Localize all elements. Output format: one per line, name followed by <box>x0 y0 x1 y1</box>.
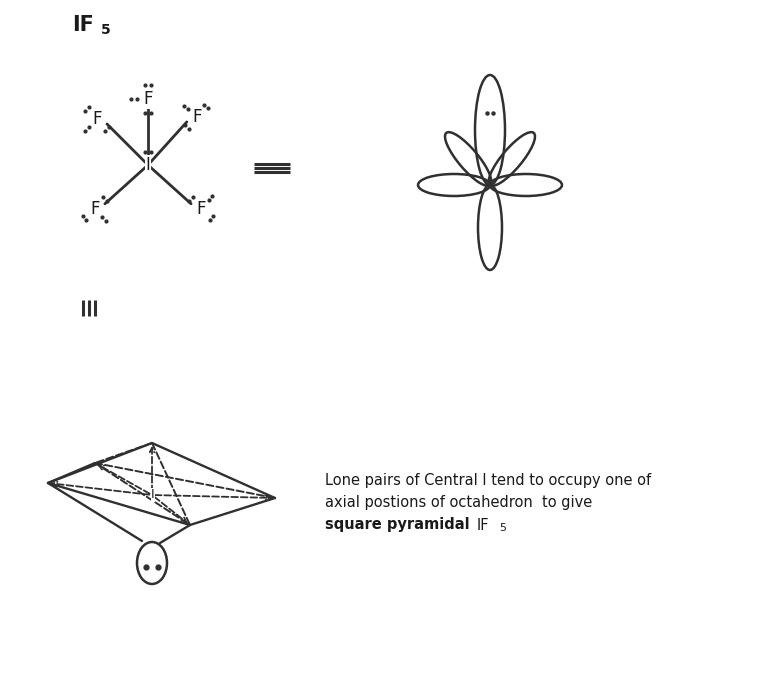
Text: F: F <box>143 90 153 108</box>
Text: IF: IF <box>72 15 94 35</box>
Text: Lone pairs of Central I tend to occupy one of: Lone pairs of Central I tend to occupy o… <box>325 474 651 489</box>
Text: F: F <box>92 110 102 128</box>
Text: 5: 5 <box>499 523 506 533</box>
Text: square pyramidal: square pyramidal <box>325 518 470 532</box>
Text: I: I <box>151 489 155 501</box>
Text: I: I <box>146 156 150 174</box>
Text: 5: 5 <box>101 23 111 37</box>
Text: axial postions of octahedron  to give: axial postions of octahedron to give <box>325 495 592 511</box>
Text: IF: IF <box>477 518 490 532</box>
Text: F: F <box>196 200 206 218</box>
Text: F: F <box>90 200 99 218</box>
Text: F: F <box>192 108 202 126</box>
